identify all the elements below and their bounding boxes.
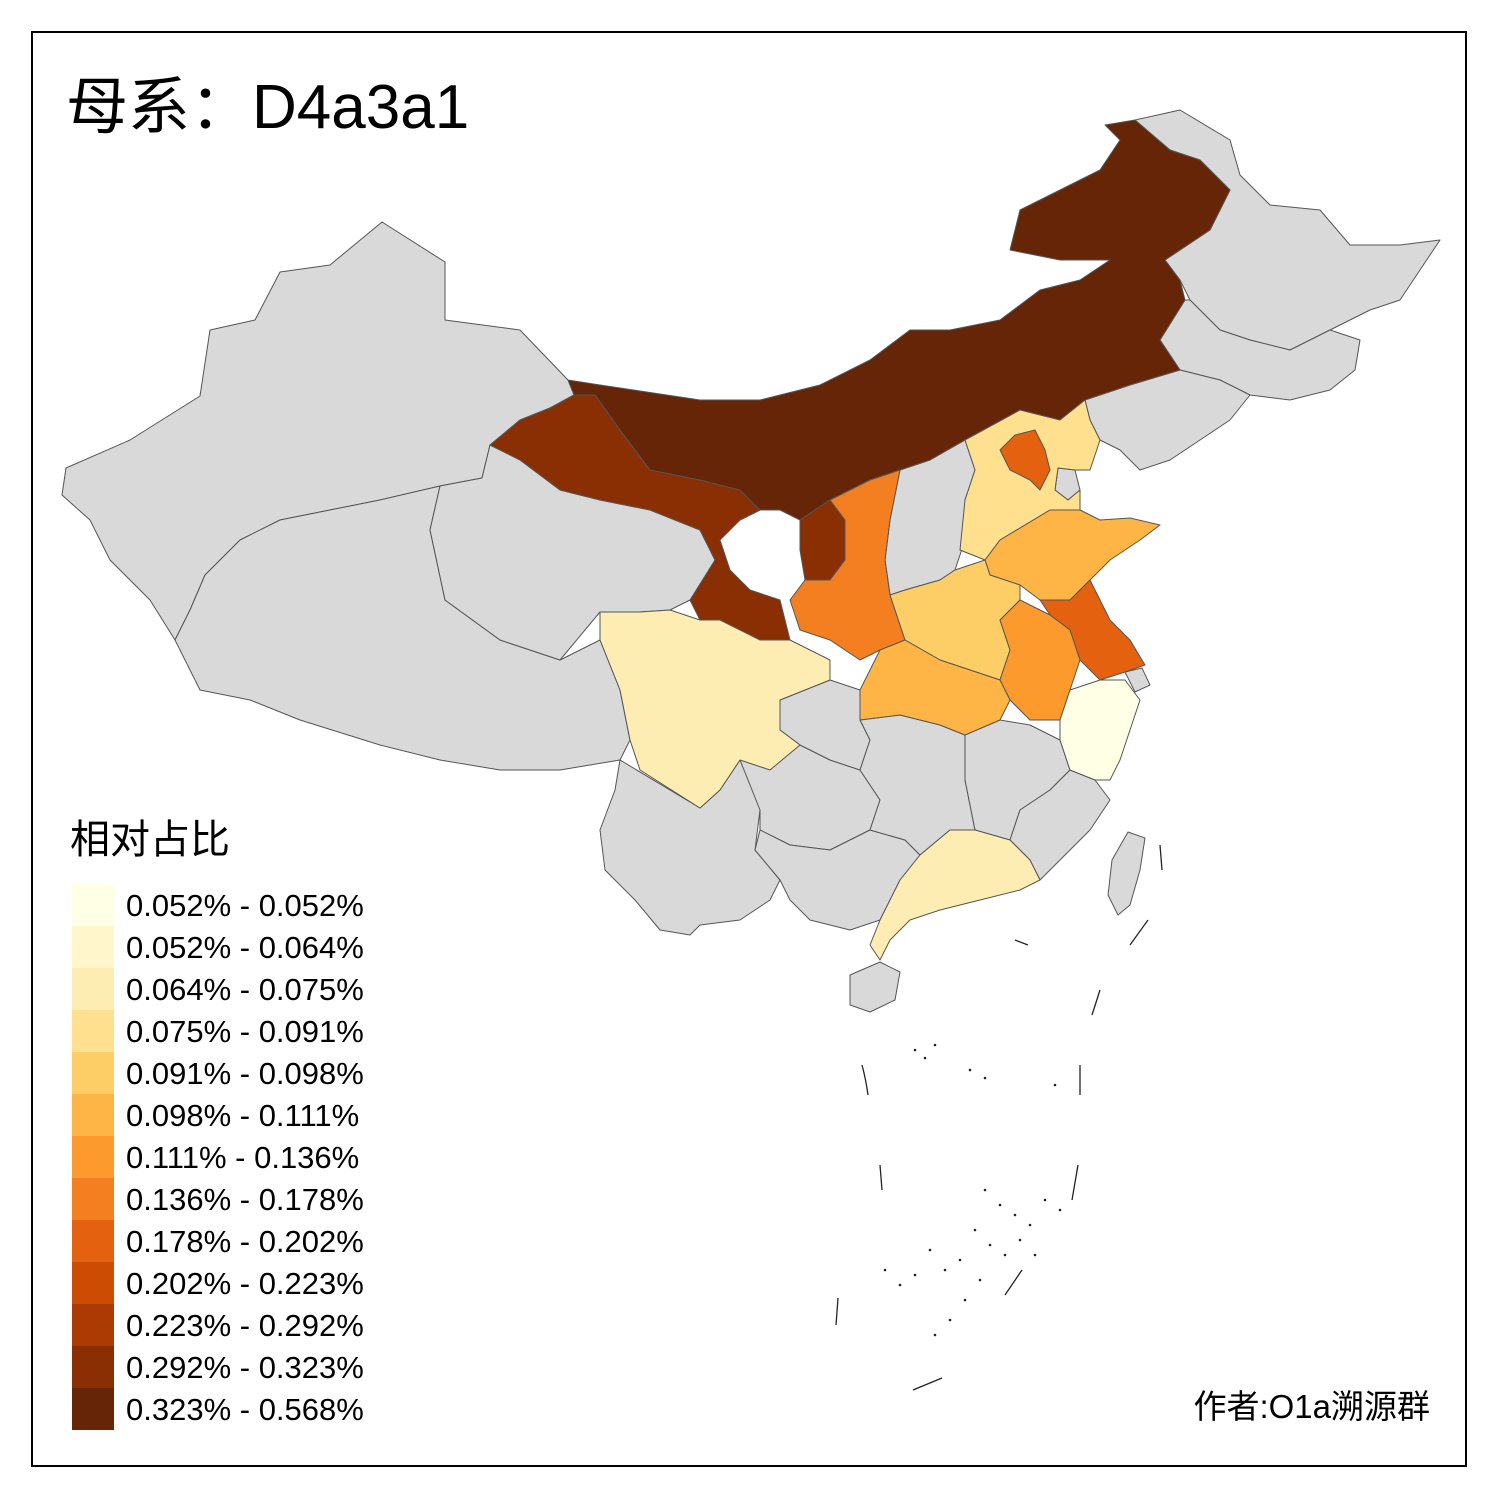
legend-item: 0.292% - 0.323% xyxy=(72,1346,364,1388)
region-beijing[interactable] xyxy=(999,429,1051,491)
legend-item: 0.052% - 0.052% xyxy=(72,884,364,926)
region-tibet[interactable] xyxy=(174,485,631,771)
legend-label: 0.178% - 0.202% xyxy=(126,1223,364,1259)
region-shaanxi[interactable] xyxy=(789,469,906,661)
legend-item: 0.136% - 0.178% xyxy=(72,1178,364,1220)
islet-dot xyxy=(943,1268,947,1272)
islet-dot xyxy=(948,1318,952,1322)
legend-title: 相对占比 xyxy=(70,817,230,863)
region-hainan[interactable] xyxy=(849,961,901,1013)
islet-dot xyxy=(923,1056,927,1060)
map-title: 母系：D4a3a1 xyxy=(66,76,469,139)
legend-label: 0.091% - 0.098% xyxy=(126,1055,364,1091)
islet-dot xyxy=(1028,1223,1032,1227)
region-gansu[interactable] xyxy=(489,394,791,641)
legend-label: 0.202% - 0.223% xyxy=(126,1265,364,1301)
islet-dot xyxy=(963,1298,967,1302)
legend-swatch xyxy=(72,1262,114,1304)
islet-dot xyxy=(998,1203,1002,1207)
legend-swatch xyxy=(72,968,114,1010)
islet-dot xyxy=(898,1283,902,1287)
legend-swatch xyxy=(72,1304,114,1346)
region-zhejiang[interactable] xyxy=(1059,679,1141,781)
legend-item: 0.075% - 0.091% xyxy=(72,1010,364,1052)
legend-item: 0.223% - 0.292% xyxy=(72,1304,364,1346)
legend-label: 0.111% - 0.136% xyxy=(126,1139,360,1175)
legend-item: 0.202% - 0.223% xyxy=(72,1262,364,1304)
islet-dot xyxy=(1013,1213,1017,1217)
legend-swatch xyxy=(72,1388,114,1430)
legend-item: 0.323% - 0.568% xyxy=(72,1388,364,1430)
islet-dot xyxy=(933,1043,937,1047)
region-hubei[interactable] xyxy=(859,639,1011,736)
islet-dot xyxy=(983,1076,987,1080)
legend-item: 0.178% - 0.202% xyxy=(72,1220,364,1262)
islet-dot xyxy=(928,1248,932,1252)
islet-dot xyxy=(883,1268,887,1272)
legend-item: 0.052% - 0.064% xyxy=(72,926,364,968)
legend-swatch xyxy=(72,1136,114,1178)
map-frame xyxy=(31,31,1467,1467)
legend-item: 0.091% - 0.098% xyxy=(72,1052,364,1094)
islet-dot xyxy=(1003,1253,1007,1257)
islet-dot xyxy=(958,1258,962,1262)
legend-label: 0.052% - 0.064% xyxy=(126,929,364,965)
region-shanghai[interactable] xyxy=(1124,667,1151,693)
legend-swatch xyxy=(72,1052,114,1094)
legend-swatch xyxy=(72,1220,114,1262)
legend-label: 0.064% - 0.075% xyxy=(126,971,364,1007)
legend-label: 0.292% - 0.323% xyxy=(126,1349,364,1385)
region-guangdong[interactable] xyxy=(869,829,1041,961)
islet-dot xyxy=(983,1188,987,1192)
legend-swatch xyxy=(72,1346,114,1388)
islet-dot xyxy=(913,1048,917,1052)
legend-label: 0.075% - 0.091% xyxy=(126,1013,364,1049)
title-prefix: 母系： xyxy=(66,70,253,143)
legend-label: 0.052% - 0.052% xyxy=(126,887,364,923)
islet-dot xyxy=(968,1068,972,1072)
islet-dot xyxy=(1018,1238,1022,1242)
south-china-sea-islands xyxy=(835,844,1163,1391)
islet-dot xyxy=(973,1228,977,1232)
legend-label: 0.098% - 0.111% xyxy=(126,1097,360,1133)
legend: 0.052% - 0.052% 0.052% - 0.064% 0.064% - 0… xyxy=(72,884,364,1430)
region-taiwan[interactable] xyxy=(1107,831,1146,916)
region-sichuan[interactable] xyxy=(599,609,831,809)
islet-dot xyxy=(913,1273,917,1277)
legend-swatch xyxy=(72,1010,114,1052)
islet-dot xyxy=(933,1333,937,1337)
legend-item: 0.098% - 0.111% xyxy=(72,1094,364,1136)
islet-dot xyxy=(1043,1198,1047,1202)
islet-dot xyxy=(1053,1083,1057,1087)
legend-label: 0.136% - 0.178% xyxy=(126,1181,364,1217)
legend-item: 0.064% - 0.075% xyxy=(72,968,364,1010)
legend-label: 0.223% - 0.292% xyxy=(126,1307,364,1343)
legend-item: 0.111% - 0.136% xyxy=(72,1136,364,1178)
title-haplogroup: D4a3a1 xyxy=(252,73,470,142)
legend-swatch xyxy=(72,1094,114,1136)
islet-dot xyxy=(978,1278,982,1282)
legend-swatch xyxy=(72,1178,114,1220)
author-credit: 作者:O1a溯源群 xyxy=(1193,1388,1430,1425)
legend-swatch xyxy=(72,926,114,968)
legend-swatch xyxy=(72,884,114,926)
islet-dot xyxy=(988,1243,992,1247)
legend-label: 0.323% - 0.568% xyxy=(126,1391,364,1427)
islet-dot xyxy=(1058,1208,1062,1212)
region-anhui[interactable] xyxy=(999,599,1081,721)
islet-dot xyxy=(1033,1253,1037,1257)
